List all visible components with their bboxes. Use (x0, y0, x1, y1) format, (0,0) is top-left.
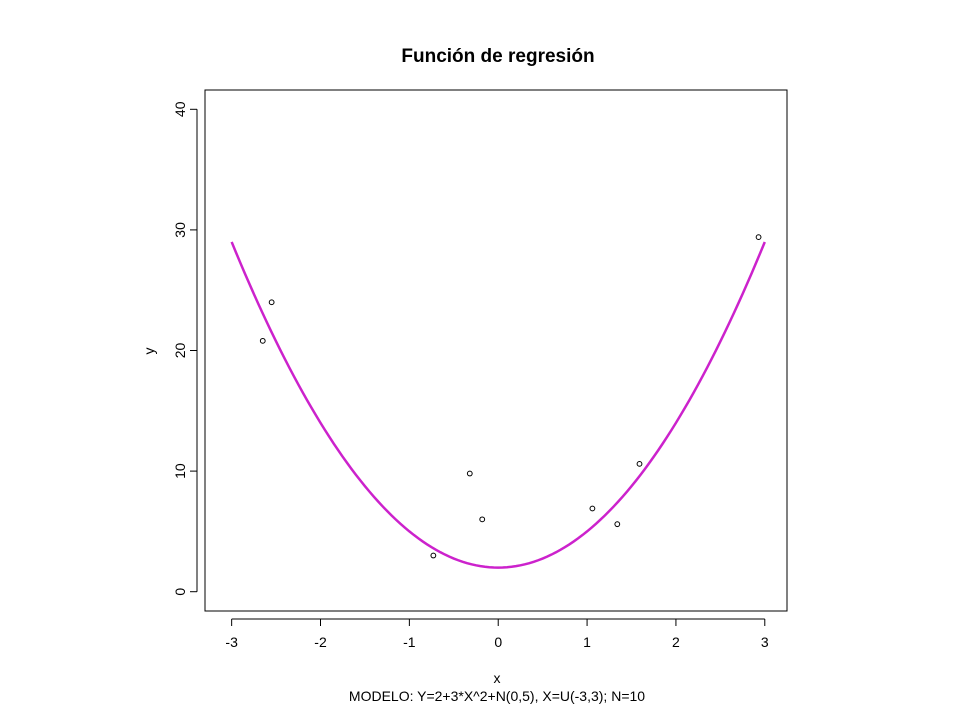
model-caption: MODELO: Y=2+3*X^2+N(0,5), X=U(-3,3); N=1… (349, 688, 645, 704)
data-point (259, 337, 266, 344)
y-tick-label: 30 (172, 222, 188, 238)
x-tick-label: -3 (225, 634, 238, 650)
data-point (614, 521, 621, 528)
chart-title: Función de regresión (401, 46, 594, 67)
y-axis: 0 10 20 30 40 (172, 101, 198, 596)
x-tick-label: 2 (672, 634, 680, 650)
y-tick-label: 0 (172, 588, 188, 596)
data-point (589, 505, 596, 512)
y-tick-label: 10 (172, 463, 188, 479)
data-point (268, 299, 275, 306)
x-tick-label: -2 (314, 634, 327, 650)
x-axis-label: x (494, 670, 501, 686)
data-point (755, 234, 762, 241)
x-tick-label: -1 (403, 634, 416, 650)
x-tick-label: 3 (761, 634, 769, 650)
regression-curve (230, 241, 766, 569)
data-point (479, 516, 486, 523)
y-tick-label: 40 (172, 101, 188, 117)
data-point (636, 460, 643, 467)
y-tick-label: 20 (172, 343, 188, 359)
x-tick-label: 0 (494, 634, 502, 650)
y-axis-label: y (141, 348, 157, 355)
plot-frame (204, 89, 788, 612)
data-points (259, 234, 762, 559)
data-point (430, 552, 437, 559)
x-tick-label: 1 (583, 634, 591, 650)
data-point (466, 470, 473, 477)
x-axis: -3 -2 -1 0 1 2 3 (225, 618, 769, 650)
